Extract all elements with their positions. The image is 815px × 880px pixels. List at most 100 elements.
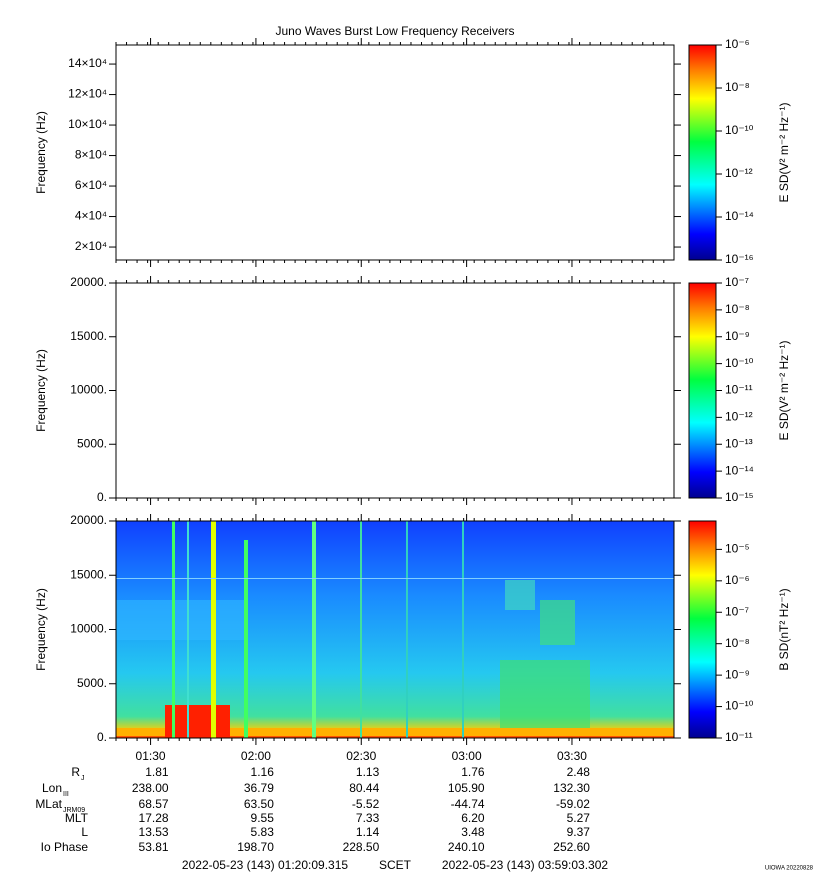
ephemeris-value: 9.37 (567, 825, 591, 839)
ephemeris-value: 132.30 (553, 781, 590, 795)
ephemeris-value: 252.60 (553, 840, 590, 854)
ephemeris-value: 105.90 (448, 781, 485, 795)
colorbar-tick-label: 10⁻⁵ (725, 542, 750, 556)
y-tick-label: 2×10⁴ (75, 239, 107, 253)
ephemeris-value: 53.81 (139, 840, 169, 854)
colorbar-tick-label: 10⁻⁸ (725, 636, 750, 650)
ephemeris-value: 13.53 (139, 825, 169, 839)
colorbar-tick-label: 10⁻⁸ (725, 302, 750, 316)
ephemeris-value: 1.13 (356, 765, 380, 779)
ephemeris-value: 1.81 (145, 765, 169, 779)
ephemeris-label-sub: III (63, 791, 69, 798)
x-tick-label: 01:30 (136, 749, 166, 763)
y-axis-label: Frequency (Hz) (34, 349, 48, 432)
x-tick-label: 02:00 (241, 749, 271, 763)
ephemeris-value: 238.00 (132, 781, 169, 795)
ephemeris-value: -44.74 (451, 797, 485, 811)
y-tick-label: 5000. (77, 436, 107, 450)
colorbar-tick-label: 10⁻⁶ (725, 37, 750, 51)
y-tick-label: 14×10⁴ (68, 56, 107, 70)
colorbar-tick-label: 10⁻¹³ (725, 436, 753, 450)
x-tick-label: 03:30 (557, 749, 587, 763)
colorbar-tick-label: 10⁻⁹ (725, 667, 750, 681)
y-tick-label: 20000. (70, 275, 107, 289)
ephemeris-value: 3.48 (461, 825, 485, 839)
plot-frame (115, 282, 675, 499)
ephemeris-value: 63.50 (244, 797, 274, 811)
plot-frame (115, 44, 675, 261)
colorbar-tick-label: 10⁻⁷ (725, 275, 749, 289)
ephemeris-value: 198.70 (237, 840, 274, 854)
y-tick-label: 0. (97, 490, 107, 504)
ephemeris-value: 68.57 (139, 797, 169, 811)
chart-title: Juno Waves Burst Low Frequency Receivers (276, 24, 515, 38)
ephemeris-value: 17.28 (139, 811, 169, 825)
colorbar-tick-label: 10⁻¹² (725, 166, 753, 180)
colorbar (688, 282, 717, 499)
y-tick-label: 5000. (77, 676, 107, 690)
ephemeris-label: MLT (65, 811, 89, 825)
colorbar-tick-label: 10⁻¹² (725, 410, 753, 424)
ephemeris-label: R (71, 765, 80, 779)
ephemeris-value: 228.50 (343, 840, 380, 854)
ephemeris-value: 9.55 (251, 811, 275, 825)
ephemeris-value: 1.16 (251, 765, 275, 779)
y-axis-label: Frequency (Hz) (34, 111, 48, 194)
x-tick-label: 03:00 (452, 749, 482, 763)
y-tick-label: 0. (97, 730, 107, 744)
colorbar-tick-label: 10⁻¹⁵ (725, 490, 754, 504)
stamp: UIOWA 20220828 (765, 866, 814, 872)
ephemeris-label-sub: J (81, 775, 85, 782)
colorbar-tick-label: 10⁻⁹ (725, 329, 750, 343)
ephemeris-label: Lon (42, 781, 62, 795)
footer-end: 2022-05-23 (143) 03:59:03.302 (442, 858, 608, 872)
ephemeris-value: -59.02 (556, 797, 590, 811)
colorbar-tick-label: 10⁻¹⁴ (725, 209, 754, 223)
ephemeris-value: 2.48 (567, 765, 591, 779)
colorbar-tick-label: 10⁻¹⁰ (725, 123, 754, 137)
colorbar-tick-label: 10⁻¹¹ (725, 383, 753, 397)
ephemeris-value: 80.44 (349, 781, 379, 795)
y-tick-label: 10×10⁴ (68, 117, 107, 131)
ephemeris-value: 240.10 (448, 840, 485, 854)
y-tick-label: 20000. (70, 513, 107, 527)
colorbar-tick-label: 10⁻⁷ (725, 604, 749, 618)
colorbar-tick-label: 10⁻⁶ (725, 573, 750, 587)
ephemeris-value: 6.20 (461, 811, 485, 825)
colorbar-tick-label: 10⁻¹⁰ (725, 699, 754, 713)
y-tick-label: 8×10⁴ (75, 148, 107, 162)
colorbar-tick-label: 10⁻¹¹ (725, 730, 753, 744)
y-tick-label: 6×10⁴ (75, 178, 107, 192)
ephemeris-value: 1.76 (461, 765, 485, 779)
footer-frame: SCET (379, 858, 412, 872)
ephemeris-label: MLat (35, 797, 62, 811)
ephemeris-label: L (81, 825, 88, 839)
y-tick-label: 10000. (70, 383, 107, 397)
y-tick-label: 4×10⁴ (75, 209, 107, 223)
footer-start: 2022-05-23 (143) 01:20:09.315 (182, 858, 348, 872)
spectrogram-image (116, 521, 674, 738)
colorbar-tick-label: 10⁻¹⁴ (725, 463, 754, 477)
ephemeris-value: 5.27 (567, 811, 591, 825)
colorbar-tick-label: 10⁻¹⁰ (725, 356, 754, 370)
ephemeris-value: 7.33 (356, 811, 380, 825)
y-tick-label: 15000. (70, 329, 107, 343)
colorbar-tick-label: 10⁻⁸ (725, 80, 750, 94)
ephemeris-value: 1.14 (356, 825, 380, 839)
y-tick-label: 12×10⁴ (68, 87, 107, 101)
colorbar-tick-label: 10⁻¹⁶ (725, 252, 754, 266)
ephemeris-value: -5.52 (352, 797, 380, 811)
y-tick-label: 15000. (70, 567, 107, 581)
colorbar (688, 44, 717, 261)
x-tick-label: 02:30 (346, 749, 376, 763)
colorbar-label: E SD(V² m⁻² Hz⁻¹) (777, 341, 791, 441)
colorbar (688, 520, 717, 739)
y-tick-label: 10000. (70, 622, 107, 636)
ephemeris-label: Io Phase (41, 840, 89, 854)
y-axis-label: Frequency (Hz) (34, 588, 48, 671)
ephemeris-value: 5.83 (251, 825, 275, 839)
colorbar-label: E SD(V² m⁻² Hz⁻¹) (777, 103, 791, 203)
colorbar-label: B SD(nT² Hz⁻¹) (777, 588, 791, 670)
ephemeris-label-sub: JRM09 (63, 807, 85, 814)
